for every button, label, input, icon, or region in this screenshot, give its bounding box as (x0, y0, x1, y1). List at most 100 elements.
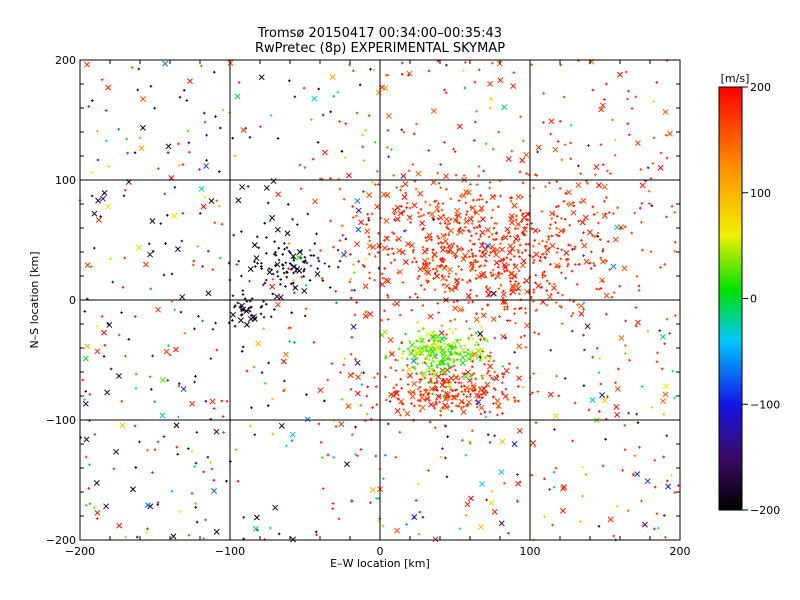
data-point-plus (516, 385, 520, 388)
data-point-plus (470, 333, 473, 337)
data-point-plus (607, 211, 611, 214)
data-point-x (95, 197, 102, 204)
data-point-plus (437, 202, 440, 205)
data-point-plus (287, 242, 291, 245)
data-point-x (397, 210, 404, 217)
data-point-x (247, 266, 254, 273)
data-point-plus (265, 252, 268, 255)
data-point-plus (83, 310, 87, 313)
data-point-plus (579, 172, 583, 175)
data-point-plus (404, 229, 408, 232)
data-point-x (444, 283, 450, 289)
data-point-plus (415, 260, 418, 264)
data-point-plus (219, 126, 222, 130)
data-point-plus (468, 296, 471, 300)
data-point-x (437, 214, 444, 221)
data-point-x (385, 112, 392, 119)
data-point-x (612, 236, 619, 243)
data-point-plus (472, 226, 476, 230)
data-point-x (252, 525, 259, 532)
data-point-plus (524, 249, 528, 252)
data-point-plus (604, 82, 608, 86)
data-point-plus (303, 166, 307, 169)
data-point-plus (520, 251, 524, 255)
data-point-plus (340, 150, 344, 153)
data-point-plus (465, 395, 469, 399)
data-point-plus (515, 499, 519, 502)
data-point-plus (112, 467, 116, 471)
data-point-plus (431, 216, 434, 219)
data-point-plus (562, 95, 566, 99)
data-point-plus (513, 227, 517, 231)
data-point-x (503, 367, 510, 374)
data-point-x (417, 266, 424, 273)
data-point-plus (400, 205, 403, 208)
data-point-plus (542, 121, 545, 124)
data-point-plus (296, 223, 299, 226)
data-point-plus (444, 396, 448, 400)
data-point-plus (427, 211, 430, 215)
data-point-plus (626, 97, 629, 101)
data-point-plus (84, 455, 88, 459)
data-point-plus (464, 513, 468, 517)
data-point-plus (102, 355, 106, 358)
data-point-plus (612, 291, 616, 295)
data-point-plus (309, 254, 313, 257)
data-point-plus (250, 297, 254, 300)
data-point-plus (455, 388, 459, 392)
data-point-plus (471, 389, 475, 393)
data-point-plus (484, 142, 488, 146)
data-point-plus (648, 202, 651, 205)
data-point-plus (449, 388, 453, 391)
data-point-plus (277, 293, 281, 297)
data-point-plus (513, 241, 516, 244)
data-point-plus (485, 391, 489, 394)
data-point-plus (432, 403, 436, 407)
data-point-plus (507, 231, 511, 235)
data-point-plus (240, 274, 243, 278)
data-point-plus (450, 409, 454, 413)
data-point-x (479, 272, 485, 279)
data-point-plus (350, 288, 354, 292)
data-point-plus (273, 252, 276, 256)
data-point-plus (439, 163, 443, 166)
data-point-plus (235, 263, 239, 266)
data-point-plus (429, 354, 432, 357)
data-point-x (471, 351, 478, 358)
data-point-plus (501, 392, 504, 396)
data-point-plus (602, 98, 606, 101)
data-point-plus (292, 258, 296, 262)
colorbar-tick-label: 200 (750, 81, 771, 94)
data-point-plus (434, 388, 437, 391)
data-point-plus (348, 280, 352, 284)
data-point-x (311, 95, 318, 102)
data-point-plus (406, 347, 410, 351)
data-point-plus (515, 214, 518, 218)
data-point-plus (469, 393, 472, 396)
data-point-plus (673, 396, 676, 400)
data-point-x (479, 242, 485, 249)
data-point-plus (211, 327, 215, 331)
data-point-plus (366, 212, 369, 216)
data-point-plus (383, 267, 386, 270)
data-point-plus (415, 372, 418, 376)
data-point-plus (652, 100, 655, 103)
data-point-plus (544, 256, 547, 260)
data-point-x (512, 263, 519, 270)
data-point-plus (662, 413, 666, 416)
data-point-plus (271, 397, 274, 401)
data-point-plus (468, 395, 472, 399)
data-point-x (476, 392, 483, 399)
data-point-plus (479, 412, 483, 416)
data-point-x (99, 195, 106, 202)
data-point-plus (444, 425, 448, 428)
data-point-x (431, 251, 438, 258)
data-point-plus (386, 293, 389, 297)
data-point-plus (490, 490, 494, 493)
data-point-plus (252, 365, 256, 369)
data-point-plus (375, 403, 379, 406)
data-point-x (172, 346, 179, 353)
data-point-plus (454, 173, 458, 177)
data-point-plus (469, 206, 473, 209)
